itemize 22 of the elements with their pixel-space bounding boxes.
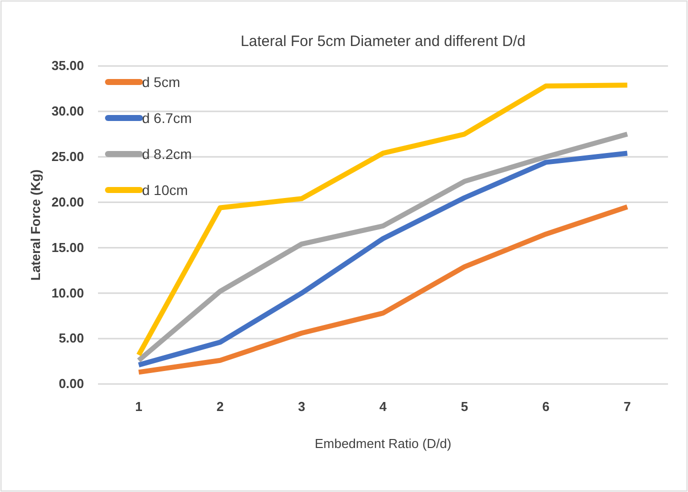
y-tick-label: 0.00 (58, 376, 84, 392)
x-tick-label: 6 (542, 399, 550, 414)
y-tick-label: 20.00 (51, 194, 84, 210)
legend-label: d 8.2cm (142, 146, 192, 162)
y-tick-label: 10.00 (51, 285, 84, 300)
legend-label: d 10cm (142, 182, 188, 198)
chart-title: Lateral For 5cm Diameter and different D/d (240, 33, 526, 50)
legend-label: d 6.7cm (142, 110, 192, 126)
x-tick-label: 3 (298, 399, 306, 414)
x-tick-label: 2 (216, 399, 224, 414)
y-tick-label: 25.00 (51, 149, 84, 164)
y-tick-label: 5.00 (58, 330, 84, 346)
x-tick-label: 1 (135, 399, 142, 414)
y-tick-label: 30.00 (51, 104, 84, 119)
x-tick-label: 5 (460, 399, 468, 414)
legend-label: d 5cm (142, 74, 180, 90)
y-tick-label: 15.00 (51, 240, 84, 255)
y-axis-title: Lateral Force (Kg) (28, 169, 43, 281)
x-tick-label: 7 (624, 399, 631, 414)
x-axis-title: Embedment Ratio (D/d) (314, 436, 452, 451)
y-tick-label: 35.00 (51, 58, 84, 74)
x-tick-label: 4 (379, 399, 388, 414)
